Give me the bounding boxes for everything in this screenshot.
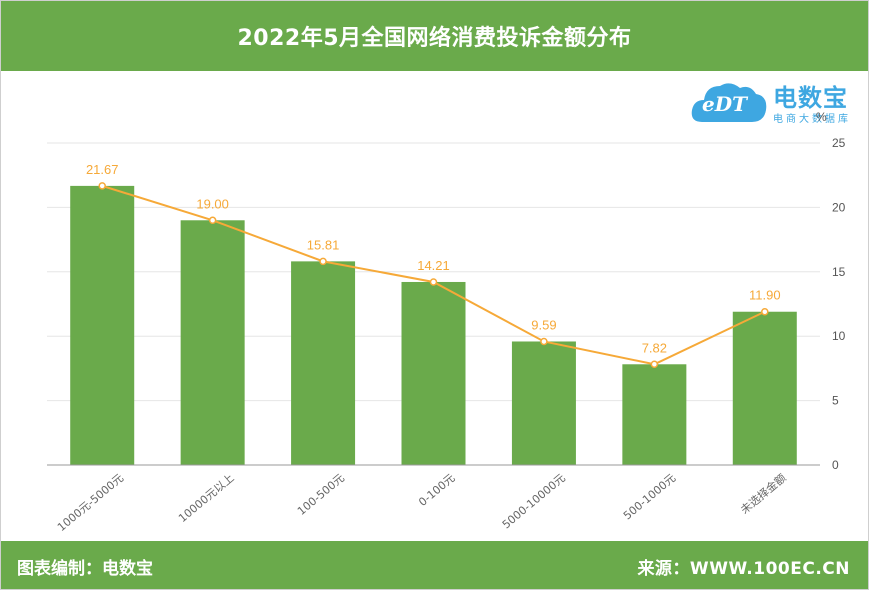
chart-title-bar: 2022年5月全国网络消费投诉金额分布 bbox=[1, 1, 868, 71]
x-tick-label: 未选择金额 bbox=[738, 471, 789, 517]
y-tick-label: 15 bbox=[832, 265, 846, 279]
x-tick-label: 500-1000元 bbox=[621, 471, 678, 522]
y-tick-label: 25 bbox=[832, 136, 846, 150]
bar bbox=[511, 341, 576, 465]
x-tick-label: 100-500元 bbox=[295, 471, 347, 518]
data-label: 9.59 bbox=[531, 317, 556, 332]
logo-subtitle: 电商大数据库 bbox=[773, 114, 851, 125]
chart-title: 2022年5月全国网络消费投诉金额分布 bbox=[237, 26, 632, 51]
y-tick-label: 20 bbox=[832, 200, 846, 214]
y-tick-label: 0 bbox=[832, 458, 839, 472]
x-tick-label: 1000元-5000元 bbox=[55, 471, 126, 534]
line-point bbox=[650, 360, 659, 369]
line-point bbox=[208, 216, 217, 225]
bar bbox=[180, 220, 245, 465]
line-point bbox=[540, 337, 548, 346]
footer-credit: 图表编制：电数宝 bbox=[17, 559, 153, 579]
bar bbox=[732, 311, 797, 465]
logo-mark-text: eDT bbox=[702, 92, 747, 116]
data-label: 7.82 bbox=[642, 340, 667, 355]
logo-name: 电数宝 bbox=[773, 84, 848, 112]
bar bbox=[622, 364, 687, 465]
y-tick-label: 10 bbox=[832, 329, 846, 343]
y-tick-label: 5 bbox=[832, 394, 839, 408]
cloud-logo-icon bbox=[691, 83, 767, 122]
line-point bbox=[429, 278, 438, 286]
bar bbox=[291, 261, 356, 465]
footer-bar: 图表编制：电数宝 来源：WWW.100EC.CN bbox=[1, 541, 868, 589]
data-label: 21.67 bbox=[86, 162, 119, 177]
footer-source: 来源：WWW.100EC.CN bbox=[637, 559, 850, 579]
line-point bbox=[98, 182, 106, 190]
y-unit-label: % bbox=[816, 110, 827, 124]
x-tick-label: 0-100元 bbox=[416, 471, 457, 509]
x-tick-label: 5000-10000元 bbox=[500, 471, 568, 531]
line-point bbox=[761, 307, 769, 316]
data-label: 14.21 bbox=[417, 258, 450, 273]
brand-logo: eDT 电数宝 电商大数据库 bbox=[690, 76, 865, 128]
data-label: 11.90 bbox=[749, 288, 781, 303]
line-point bbox=[319, 257, 327, 266]
bar bbox=[70, 185, 135, 466]
data-label: 15.81 bbox=[307, 237, 340, 252]
x-tick-label: 10000元以上 bbox=[176, 471, 236, 525]
bar bbox=[401, 281, 466, 465]
data-label: 19.00 bbox=[196, 196, 229, 211]
